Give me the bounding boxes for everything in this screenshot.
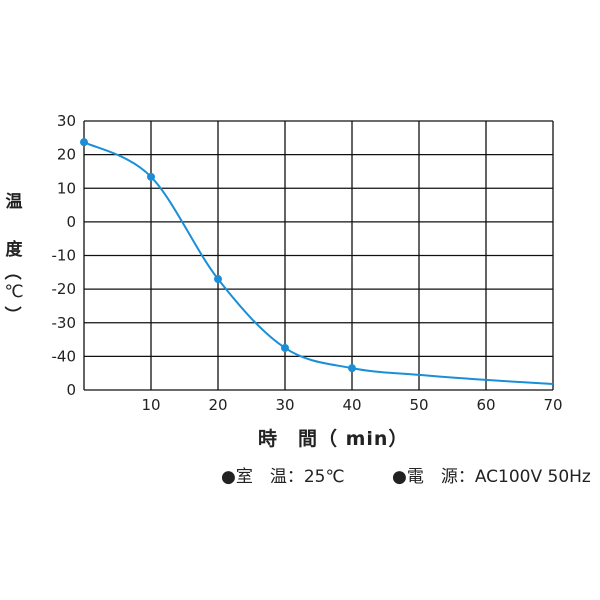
data-point: [281, 343, 289, 352]
y-tick-label: -10: [52, 247, 77, 265]
x-tick-label: 40: [342, 396, 361, 414]
note-room-temp: ●室 温：25℃: [221, 467, 345, 487]
data-point: [147, 172, 155, 181]
y-tick-label: 30: [57, 112, 76, 130]
y-tick-label: 10: [57, 179, 76, 197]
y-tick-label: -40: [52, 347, 77, 365]
x-tick-label: 10: [141, 396, 160, 414]
y-axis-label-4: ℃: [4, 282, 24, 302]
x-tick-label: 30: [275, 396, 294, 414]
x-tick-label: 70: [543, 396, 562, 414]
data-point: [80, 138, 88, 147]
y-tick-label: -30: [52, 314, 77, 332]
y-tick-label: 20: [57, 146, 76, 164]
y-tick-label: -20: [52, 280, 77, 298]
y-axis-label-3: （: [1, 263, 22, 280]
y-axis-label-5: ）: [1, 306, 22, 323]
x-axis-label: 時 間（ min）: [258, 428, 409, 450]
note-power: ●電 源：AC100V 50Hz: [392, 467, 591, 487]
y-axis-label-2: 度: [5, 240, 23, 260]
series-line: [83, 141, 554, 385]
x-tick-label: 60: [476, 396, 495, 414]
data-point: [348, 364, 356, 373]
y-tick-label: 0: [66, 381, 76, 399]
y-axis-label-1: 温: [5, 192, 23, 212]
y-tick-label: 0: [66, 213, 76, 231]
x-tick-label: 20: [208, 396, 227, 414]
x-tick-label: 50: [409, 396, 428, 414]
data-point: [214, 275, 222, 284]
